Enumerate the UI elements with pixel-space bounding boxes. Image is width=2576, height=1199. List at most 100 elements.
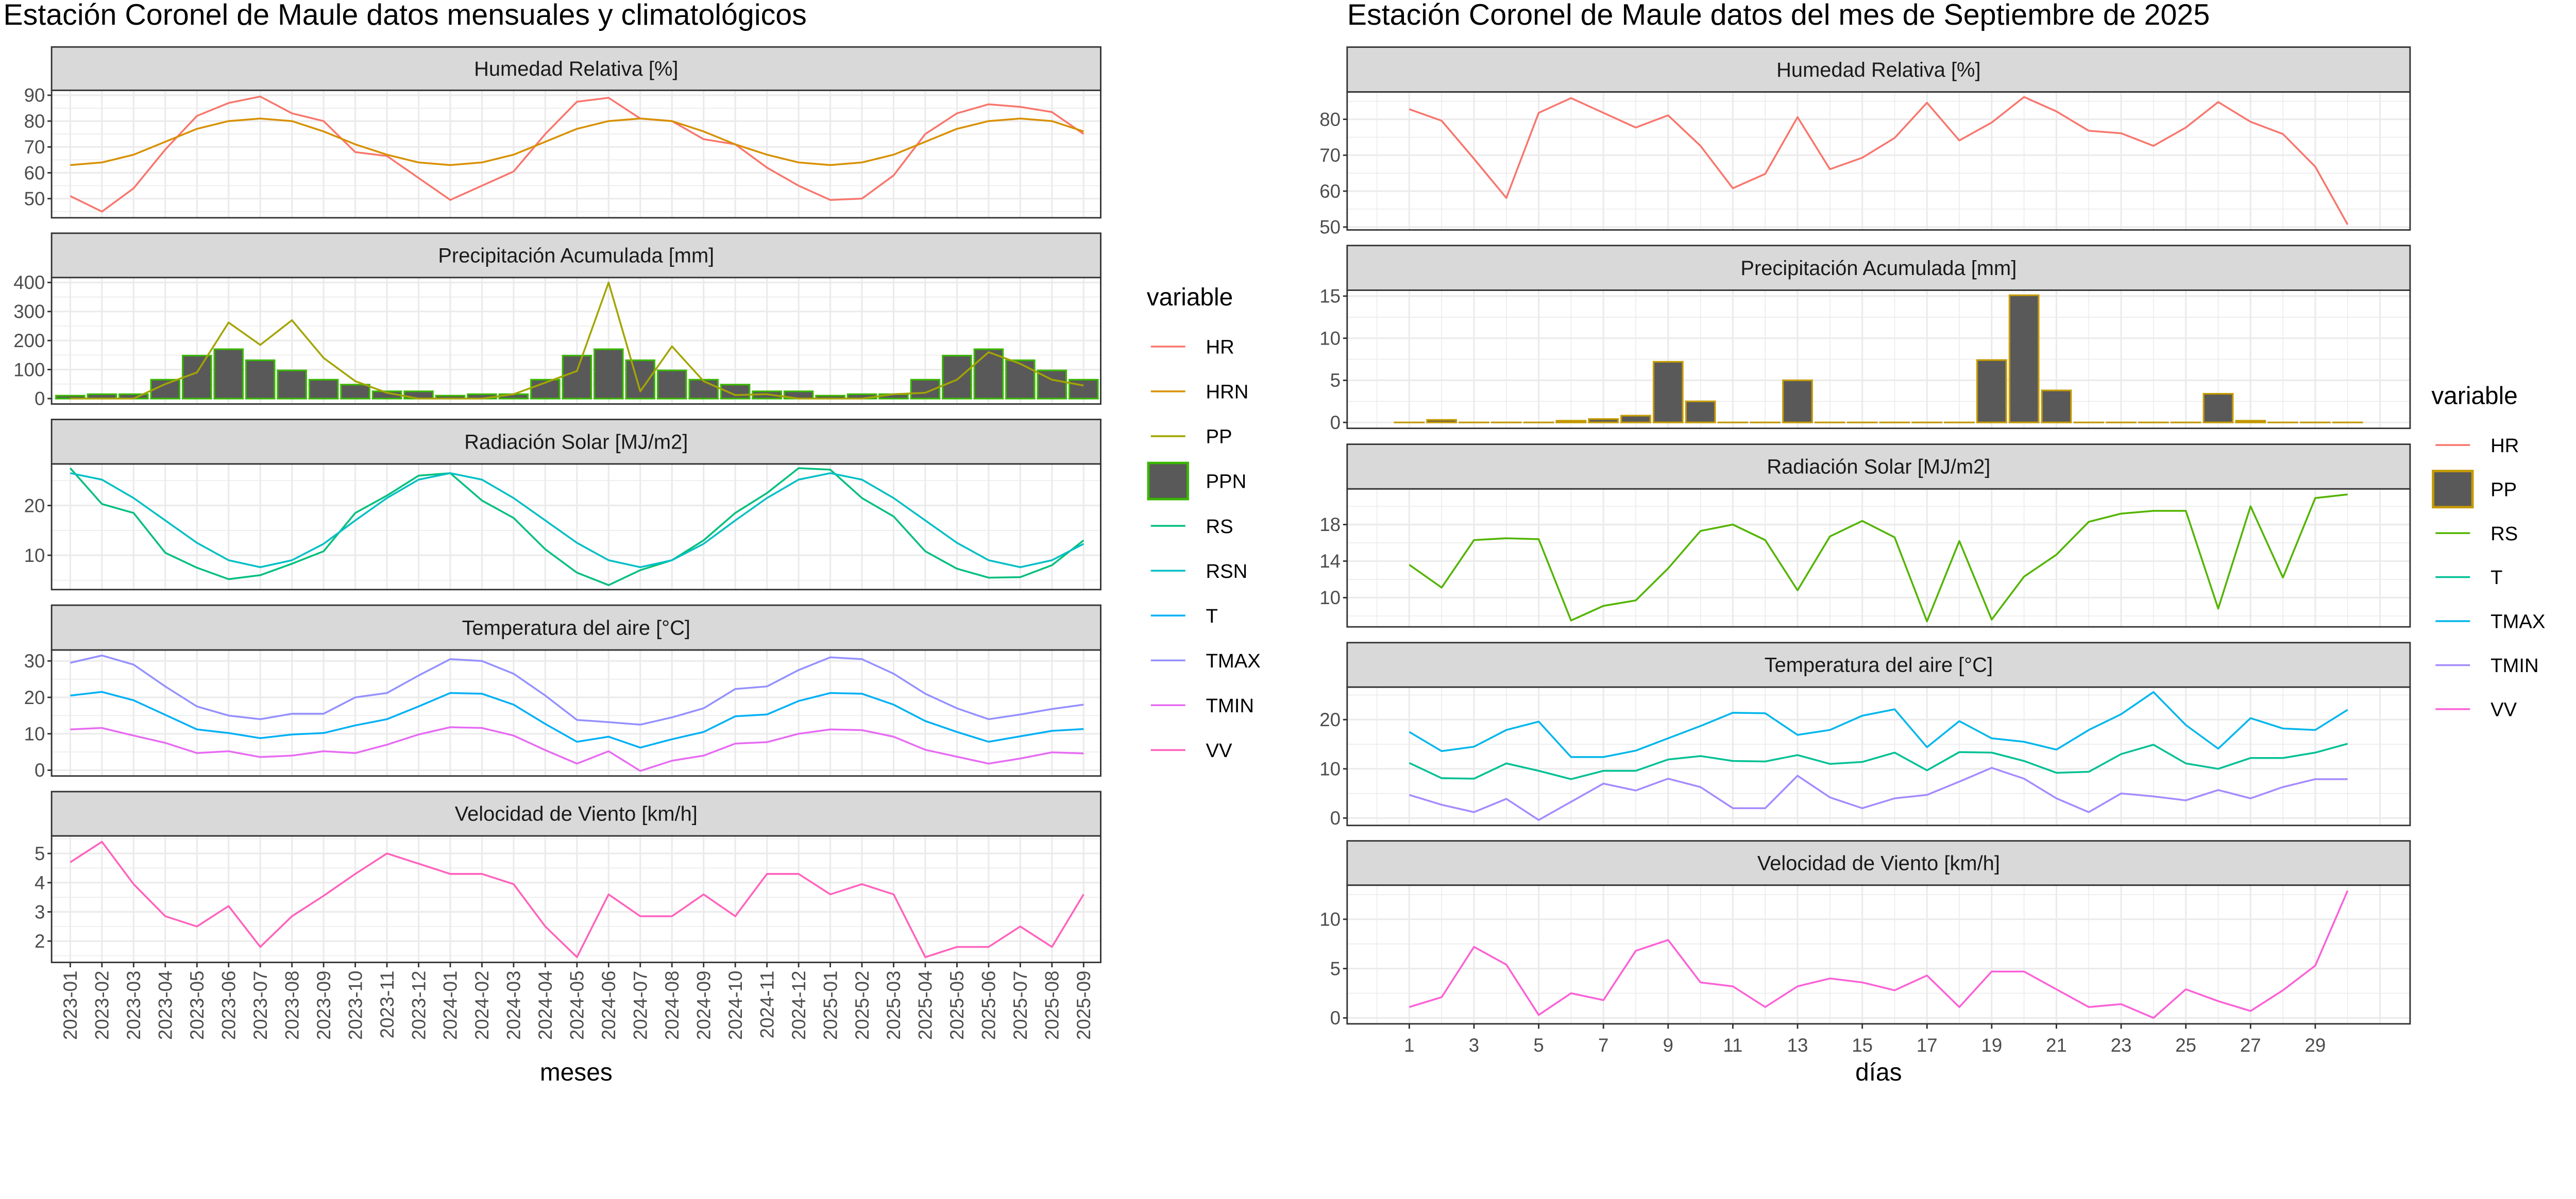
legend-label: TMIN	[1206, 695, 1254, 717]
legend: variable HR PP RS T TMAX TMIN VV	[2431, 382, 2545, 721]
facet-strip	[1346, 642, 2411, 688]
legend-label: T	[2490, 567, 2502, 589]
facet-strip	[1346, 840, 2411, 886]
legend-title: variable	[1147, 284, 1233, 311]
x-tick-label: 11	[1723, 1035, 1742, 1056]
facet-strip	[50, 46, 1101, 91]
y-tick-label: 80	[24, 111, 45, 132]
bar-ppn	[562, 354, 592, 400]
x-tick-label: 29	[2305, 1035, 2326, 1056]
bar-pp	[2008, 294, 2040, 423]
chart-title: Estación Coronel de Maule datos del mes …	[1347, 0, 2210, 31]
legend: variable HR HRN PP PPN RS RSN T TMAX TMIN VV	[1147, 284, 1261, 762]
y-tick-label: 10	[1319, 759, 1341, 780]
bar-ppn	[594, 348, 624, 400]
series-line-hr	[1409, 96, 2349, 225]
x-tick-label: 2024-10	[725, 971, 746, 1040]
x-tick-label: 2023-03	[123, 971, 144, 1040]
x-tick-label: 2025-02	[852, 971, 873, 1040]
y-tick-label: 20	[24, 687, 45, 708]
x-tick-label: 1	[1404, 1035, 1414, 1056]
x-tick-label: 2025-07	[1010, 971, 1031, 1040]
x-tick-label: 2024-06	[598, 971, 619, 1040]
panel-border	[1346, 91, 2411, 231]
x-tick-label: 7	[1598, 1035, 1608, 1056]
y-tick-label: 90	[24, 85, 45, 106]
facet-strip-label: Radiación Solar [MJ/m2]	[1767, 456, 1990, 478]
x-tick-label: 2025-09	[1073, 971, 1094, 1040]
y-tick-label: 15	[1319, 286, 1341, 307]
y-tick-label: 4	[35, 872, 45, 894]
legend-label: HR	[2490, 435, 2519, 457]
y-tick-label: 10	[1319, 328, 1341, 349]
x-tick-label: 2025-05	[946, 971, 968, 1040]
x-tick-label: 2023-06	[218, 971, 239, 1040]
x-tick-label: 21	[2046, 1035, 2067, 1056]
facet-strip	[50, 232, 1101, 279]
y-tick-label: 3	[35, 901, 45, 922]
series-line-tmin	[1409, 767, 2348, 821]
panel-border	[50, 649, 1101, 777]
x-tick-label: 2025-03	[883, 971, 904, 1040]
y-tick-label: 18	[1319, 514, 1341, 535]
y-tick-label: 50	[1319, 217, 1341, 238]
y-tick-label: 20	[1319, 709, 1341, 730]
legend-label: RSN	[1206, 560, 1248, 583]
y-tick-label: 5	[1330, 958, 1341, 979]
x-tick-label: 27	[2240, 1035, 2261, 1056]
x-tick-label: 2023-08	[281, 971, 302, 1040]
legend-key-bar	[2432, 470, 2474, 509]
bar-pp	[1782, 379, 1813, 423]
x-tick-label: 2024-08	[662, 971, 683, 1040]
panel-border	[1346, 686, 2411, 827]
series-line-t	[1409, 743, 2348, 780]
facet-strip	[1346, 443, 2411, 490]
bar-pp	[1426, 419, 1458, 423]
legend-label: T	[1206, 605, 1218, 627]
y-tick-label: 5	[35, 843, 45, 864]
bar-ppn	[688, 379, 719, 400]
bar-ppn	[213, 348, 244, 400]
bar-pp	[1652, 361, 1684, 423]
x-tick-label: 2023-01	[60, 971, 81, 1040]
legend-label: RS	[2490, 523, 2518, 545]
x-tick-label: 2023-05	[187, 971, 208, 1040]
facet-strip-label: Temperatura del aire [°C]	[1765, 654, 1993, 677]
legend-label: RS	[1206, 516, 1233, 538]
y-tick-label: 80	[1319, 109, 1341, 130]
facet-panel: Precipitación Acumulada [mm] 0 5 10 15	[1319, 245, 2411, 433]
x-tick-label: 5	[1533, 1035, 1544, 1056]
chart-title: Estación Coronel de Maule datos mensuale…	[3, 0, 807, 31]
legend-title: variable	[2431, 382, 2518, 409]
bar-ppn	[182, 354, 212, 400]
x-tick-label: 25	[2175, 1035, 2196, 1056]
y-tick-label: 60	[24, 162, 45, 183]
bar-ppn	[530, 379, 561, 400]
bar-pp	[2202, 392, 2234, 423]
x-tick-label: 2023-12	[408, 971, 429, 1040]
facet-panel: Radiación Solar [MJ/m2] 10 14 18	[1319, 443, 2411, 628]
x-tick-label: 3	[1469, 1035, 1479, 1056]
x-tick-label: 2025-08	[1042, 971, 1063, 1040]
y-tick-label: 20	[24, 495, 45, 516]
x-tick-label: 9	[1663, 1035, 1673, 1056]
facet-panel: Temperatura del aire [°C] 0 10 20	[1319, 642, 2411, 829]
x-tick-label: 2025-04	[915, 971, 936, 1040]
climate-figure: Estación Coronel de Maule datos mensuale…	[3, 0, 2545, 1086]
series-line-vv	[1409, 890, 2349, 1019]
y-tick-label: 0	[1330, 1007, 1341, 1029]
panel-border	[1346, 488, 2411, 628]
bar-pp	[1620, 415, 1651, 423]
y-tick-label: 30	[24, 650, 45, 672]
panel-border	[50, 277, 1101, 405]
y-tick-label: 0	[1330, 412, 1341, 433]
y-tick-label: 400	[13, 272, 45, 293]
panel-border	[50, 463, 1101, 591]
bar-ppn	[245, 359, 276, 400]
x-tick-label: 2024-02	[471, 971, 493, 1040]
x-tick-label: 19	[1981, 1035, 2002, 1056]
bar-ppn	[1069, 379, 1099, 400]
panel-border	[50, 835, 1101, 964]
panel-border	[1346, 289, 2411, 430]
